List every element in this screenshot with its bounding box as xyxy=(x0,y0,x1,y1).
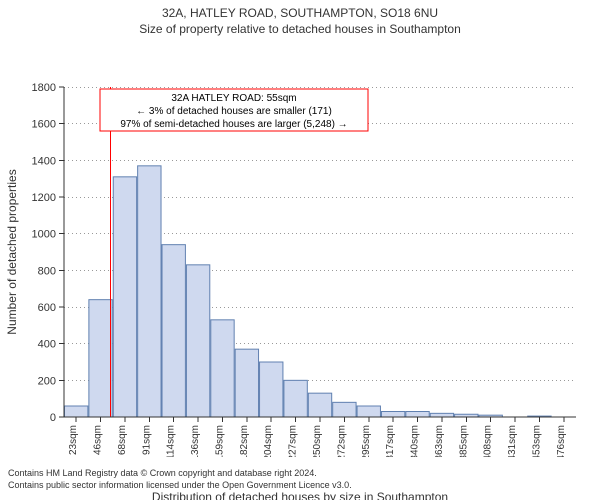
page-title-1: 32A, HATLEY ROAD, SOUTHAMPTON, SO18 6NU xyxy=(0,0,600,22)
x-tick-label: 431sqm xyxy=(507,425,518,457)
x-tick-label: 204sqm xyxy=(263,425,274,457)
x-tick-label: 23sqm xyxy=(68,425,79,455)
page-title-2: Size of property relative to detached ho… xyxy=(0,22,600,38)
x-tick-label: 91sqm xyxy=(141,425,152,455)
y-tick-label: 400 xyxy=(38,339,56,351)
x-tick-label: 46sqm xyxy=(93,425,104,455)
x-tick-label: 136sqm xyxy=(190,425,201,457)
x-tick-label: 317sqm xyxy=(385,425,396,457)
histogram-bar xyxy=(357,406,380,417)
histogram-bar xyxy=(333,403,356,418)
y-tick-label: 1400 xyxy=(32,156,56,168)
histogram-bar xyxy=(430,414,453,418)
histogram-bar xyxy=(113,177,136,417)
x-tick-label: 408sqm xyxy=(483,425,494,457)
x-tick-label: 227sqm xyxy=(288,425,299,457)
x-tick-label: 159sqm xyxy=(214,425,225,457)
y-tick-label: 1800 xyxy=(32,82,56,94)
histogram-bar xyxy=(186,265,209,417)
x-tick-label: 250sqm xyxy=(312,425,323,457)
annotation-line-1: 32A HATLEY ROAD: 55sqm xyxy=(171,93,296,104)
histogram-bar xyxy=(308,393,331,417)
x-tick-label: 295sqm xyxy=(361,425,372,457)
histogram-bar xyxy=(138,166,161,417)
x-tick-label: 182sqm xyxy=(239,425,250,457)
histogram-bar xyxy=(235,349,258,417)
histogram-bar xyxy=(260,362,283,417)
y-tick-label: 1000 xyxy=(32,229,56,241)
x-tick-label: 453sqm xyxy=(531,425,542,457)
histogram-bar xyxy=(162,245,185,417)
histogram-bar xyxy=(284,381,307,418)
y-tick-label: 0 xyxy=(50,412,56,424)
annotation-line-3: 97% of semi-detached houses are larger (… xyxy=(120,119,347,130)
x-tick-label: 68sqm xyxy=(117,425,128,455)
x-tick-label: 340sqm xyxy=(410,425,421,457)
y-tick-label: 200 xyxy=(38,376,56,388)
histogram-bar xyxy=(211,320,234,417)
histogram-chart: 0 200 400 600 800 1000 1200 1400 1600 1800 23sqm 46… xyxy=(0,37,600,457)
x-tick-label: 272sqm xyxy=(336,425,347,457)
y-tick-label: 1200 xyxy=(32,192,56,204)
x-tick-label: 114sqm xyxy=(166,425,177,457)
x-tick-label: 363sqm xyxy=(434,425,445,457)
x-tick-label: 385sqm xyxy=(458,425,469,457)
histogram-bar xyxy=(65,406,88,417)
footer: Contains HM Land Registry data © Crown c… xyxy=(0,462,600,491)
annotation-line-2: ← 3% of detached houses are smaller (171… xyxy=(136,106,332,117)
y-tick-label: 800 xyxy=(38,266,56,278)
histogram-bar xyxy=(89,300,112,417)
y-axis-label: Number of detached properties xyxy=(5,169,19,334)
x-tick-label: 476sqm xyxy=(556,425,567,457)
y-tick-label: 1600 xyxy=(32,119,56,131)
histogram-bar xyxy=(381,412,404,418)
histogram-bar xyxy=(406,412,429,418)
footer-line-1: Contains HM Land Registry data © Crown c… xyxy=(8,468,592,480)
y-tick-label: 600 xyxy=(38,302,56,314)
